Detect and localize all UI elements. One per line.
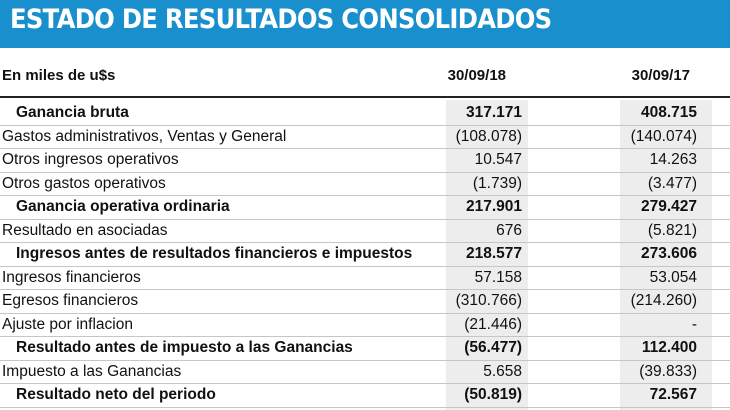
- table-row: Ajuste por inflacion (21.446) -: [0, 314, 730, 337]
- row-value-period-2: 112.400: [641, 339, 697, 356]
- row-value-period-2: -: [691, 315, 697, 333]
- row-value-period-1: (56.477): [464, 339, 522, 356]
- title-banner: ESTADO DE RESULTADOS CONSOLIDADOS: [0, 0, 730, 48]
- table-row: Egresos financieros (310.766) (214.260): [0, 290, 730, 314]
- table-row-subtotal: Ingresos antes de resultados financieros…: [0, 243, 730, 267]
- row-value-period-1: 5.658: [483, 362, 522, 380]
- row-label: Resultado antes de impuesto a las Gananc…: [16, 339, 353, 356]
- units-label: En miles de u$s: [2, 67, 116, 84]
- row-value-period-1: 317.171: [465, 104, 522, 121]
- row-label: Gastos administrativos, Ventas y General: [2, 127, 287, 145]
- row-value-period-1: 676: [496, 221, 522, 239]
- row-value-period-2: (5.821): [647, 221, 697, 239]
- table-row-subtotal: Ganancia operativa ordinaria 217.901 279.4…: [0, 196, 730, 220]
- row-label: Otros ingresos operativos: [2, 151, 179, 168]
- row-value-period-1: (108.078): [455, 127, 522, 145]
- row-label: Ingresos financieros: [2, 268, 141, 286]
- page-title: ESTADO DE RESULTADOS CONSOLIDADOS: [10, 4, 552, 35]
- column-header-row: En miles de u$s 30/09/18 30/09/17: [0, 60, 730, 96]
- row-label: Resultado en asociadas: [2, 221, 168, 239]
- table-row: Resultado en asociadas 676 (5.821): [0, 220, 730, 243]
- row-value-period-2: 53.054: [649, 268, 697, 286]
- table-row: Otros ingresos operativos 10.547 14.263: [0, 149, 730, 173]
- row-value-period-2: 279.427: [640, 198, 697, 215]
- row-value-period-1: (310.766): [455, 292, 522, 309]
- column-header-period-1: 30/09/18: [447, 67, 506, 84]
- row-label: Ajuste por inflacion: [2, 315, 133, 333]
- row-value-period-2: 72.567: [649, 386, 697, 403]
- column-shade-period-1: [446, 100, 528, 410]
- table-row: Otros gastos operativos (1.739) (3.477): [0, 173, 730, 196]
- row-label: Ganancia bruta: [16, 104, 129, 121]
- row-value-period-1: (1.739): [472, 174, 522, 192]
- row-value-period-1: (21.446): [464, 315, 522, 333]
- row-value-period-1: 57.158: [474, 268, 522, 286]
- row-label: Ingresos antes de resultados financieros…: [16, 245, 413, 262]
- header-divider: [0, 96, 730, 98]
- table-row-subtotal: Ganancia bruta 317.171 408.715: [0, 102, 730, 126]
- row-value-period-2: (3.477): [647, 174, 697, 192]
- row-value-period-2: (39.833): [639, 362, 697, 380]
- row-value-period-2: 408.715: [640, 104, 697, 121]
- row-label: Resultado neto del periodo: [16, 386, 216, 403]
- table-row: Ingresos financieros 57.158 53.054: [0, 267, 730, 290]
- table-row-subtotal: Resultado neto del periodo (50.819) 72.567: [0, 384, 730, 408]
- row-value-period-2: (214.260): [630, 292, 697, 309]
- table-row-subtotal: Resultado antes de impuesto a las Gananc…: [0, 337, 730, 361]
- row-value-period-1: 10.547: [474, 151, 522, 168]
- row-value-period-1: 217.901: [465, 198, 522, 215]
- row-label: Impuesto a las Ganancias: [2, 362, 182, 380]
- row-value-period-2: (140.074): [630, 127, 697, 145]
- row-value-period-2: 14.263: [649, 151, 697, 168]
- table-row: Impuesto a las Ganancias 5.658 (39.833): [0, 361, 730, 384]
- table-row: Gastos administrativos, Ventas y General…: [0, 126, 730, 149]
- row-value-period-2: 273.606: [640, 245, 697, 262]
- row-label: Ganancia operativa ordinaria: [16, 198, 230, 215]
- column-shade-period-2: [620, 100, 712, 410]
- row-label: Egresos financieros: [2, 292, 139, 309]
- row-label: Otros gastos operativos: [2, 174, 166, 192]
- row-value-period-1: 218.577: [465, 245, 522, 262]
- row-value-period-1: (50.819): [464, 386, 522, 403]
- column-header-period-2: 30/09/17: [631, 67, 690, 84]
